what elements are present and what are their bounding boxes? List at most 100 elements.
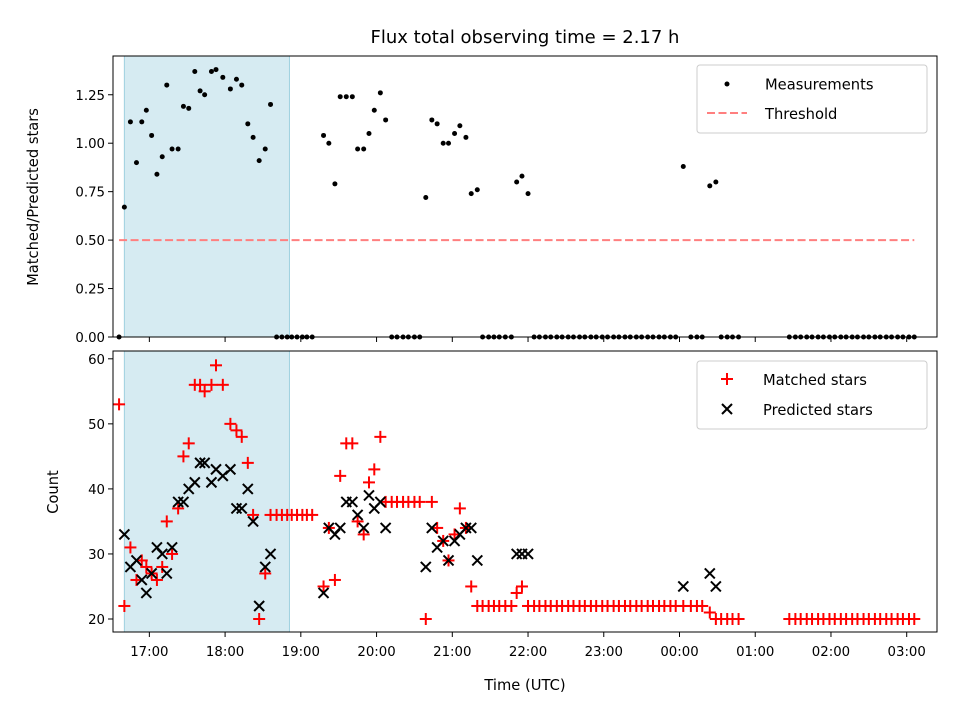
predicted-star-stroke-b bbox=[247, 515, 259, 528]
predicted-star-stroke-b bbox=[351, 509, 364, 521]
measurement-point bbox=[446, 140, 452, 146]
legend-threshold-label: Threshold bbox=[764, 106, 837, 123]
predicted-star-stroke-b bbox=[145, 567, 158, 580]
counts-x-tick-label: 03:00 bbox=[888, 645, 926, 660]
matched-star-point bbox=[194, 378, 207, 391]
measurement-point bbox=[332, 181, 338, 187]
matched-star-point bbox=[328, 573, 341, 586]
measurement-point bbox=[707, 183, 713, 189]
predicted-star-stroke-b bbox=[205, 476, 218, 489]
measurement-point bbox=[133, 160, 139, 166]
predicted-star-stroke-b bbox=[264, 548, 277, 560]
measurement-point bbox=[525, 191, 531, 197]
measurement-point bbox=[164, 82, 170, 88]
predicted-stars-points bbox=[118, 457, 722, 612]
matched-star-point bbox=[306, 508, 319, 521]
matched-star-point bbox=[346, 437, 359, 450]
predicted-star-stroke-b bbox=[177, 496, 190, 508]
measurement-point bbox=[371, 107, 377, 113]
predicted-star-point bbox=[351, 509, 364, 521]
predicted-star-stroke-b bbox=[363, 489, 375, 502]
counts-x-tick-label: 02:00 bbox=[812, 645, 850, 660]
predicted-star-stroke-b bbox=[379, 522, 392, 534]
matched-stars-points bbox=[113, 359, 921, 625]
predicted-star-point bbox=[253, 600, 265, 612]
legend-matched-marker bbox=[721, 373, 733, 385]
predicted-star-point bbox=[264, 548, 277, 560]
predicted-star-stroke-b bbox=[118, 528, 131, 541]
measurement-point bbox=[366, 131, 372, 137]
measurement-point bbox=[245, 121, 251, 127]
predicted-star-stroke-b bbox=[194, 457, 206, 469]
matched-star-point bbox=[113, 398, 126, 411]
ratio-y-tick-label: 1.00 bbox=[75, 137, 105, 152]
predicted-star-point bbox=[242, 483, 254, 495]
matched-star-point bbox=[198, 385, 211, 398]
measurement-point bbox=[227, 86, 233, 92]
counts-x-tick-label: 19:00 bbox=[282, 645, 320, 660]
ratio-panel: 0.00 0.25 0.50 0.75 1.00 1.25 Matched/Predict… bbox=[25, 55, 938, 346]
matched-star-point bbox=[235, 430, 248, 443]
matched-star-point bbox=[118, 599, 131, 612]
predicted-star-stroke-b bbox=[151, 541, 163, 554]
counts-y-axis-label: Count bbox=[45, 470, 62, 514]
matched-star-point bbox=[317, 580, 330, 593]
ratio-y-tick-label: 1.25 bbox=[75, 89, 105, 104]
matched-star-point bbox=[425, 495, 438, 508]
counts-x-tick-label: 01:00 bbox=[736, 645, 774, 660]
predicted-star-point bbox=[465, 522, 477, 534]
predicted-star-point bbox=[317, 587, 330, 599]
matched-star-point bbox=[210, 359, 222, 372]
predicted-star-stroke-b bbox=[677, 580, 689, 593]
counts-shaded-span bbox=[123, 350, 290, 633]
predicted-star-stroke-b bbox=[442, 554, 455, 567]
predicted-star-point bbox=[420, 561, 432, 573]
predicted-star-point bbox=[704, 567, 716, 580]
legend-measurements-label: Measurements bbox=[765, 77, 874, 94]
measurement-point bbox=[440, 140, 446, 146]
measurement-point bbox=[349, 94, 355, 100]
predicted-star-point bbox=[259, 561, 271, 573]
predicted-star-stroke-b bbox=[253, 600, 265, 612]
predicted-star-point bbox=[118, 528, 131, 541]
measurement-point bbox=[213, 67, 219, 73]
predicted-star-stroke-b bbox=[357, 522, 370, 534]
ratio-shaded-span bbox=[123, 55, 290, 338]
measurement-point bbox=[154, 171, 160, 177]
measurement-point bbox=[343, 94, 349, 100]
measurement-point bbox=[457, 123, 463, 129]
measurement-point bbox=[262, 146, 268, 152]
measurement-point bbox=[519, 173, 525, 179]
predicted-star-stroke-b bbox=[710, 580, 722, 593]
predicted-star-point bbox=[205, 476, 218, 489]
measurement-point bbox=[321, 132, 327, 138]
measurement-point bbox=[429, 117, 435, 123]
matched-star-point bbox=[362, 476, 375, 489]
measurement-point bbox=[468, 191, 474, 197]
predicted-star-point bbox=[374, 496, 387, 508]
matched-star-point bbox=[374, 430, 387, 443]
measurement-point bbox=[159, 154, 165, 160]
predicted-star-stroke-b bbox=[317, 587, 330, 599]
legend-predicted-marker bbox=[721, 403, 733, 415]
measurement-point bbox=[423, 194, 429, 200]
matched-star-point bbox=[124, 541, 137, 554]
measurement-point bbox=[355, 146, 361, 152]
measurement-point bbox=[713, 179, 719, 185]
matched-star-point bbox=[140, 560, 153, 573]
counts-x-tick-label: 21:00 bbox=[433, 645, 471, 660]
predicted-star-stroke-b bbox=[242, 483, 254, 495]
predicted-star-stroke-b bbox=[161, 567, 173, 580]
matched-star-point bbox=[247, 508, 260, 521]
matched-star-point bbox=[419, 612, 432, 625]
matched-star-point bbox=[253, 612, 266, 625]
matched-star-point bbox=[156, 560, 169, 573]
counts-panel: 20 30 40 50 60 17:00 18:00 19:00 20:00 21:00 22:0… bbox=[45, 350, 938, 694]
measurement-point bbox=[169, 146, 175, 152]
predicted-star-point bbox=[247, 515, 259, 528]
predicted-star-point bbox=[677, 580, 689, 593]
measurement-point bbox=[337, 94, 343, 100]
counts-legend: Matched stars Predicted stars bbox=[696, 360, 928, 430]
measurement-point bbox=[383, 117, 389, 123]
matched-star-point bbox=[505, 599, 518, 612]
